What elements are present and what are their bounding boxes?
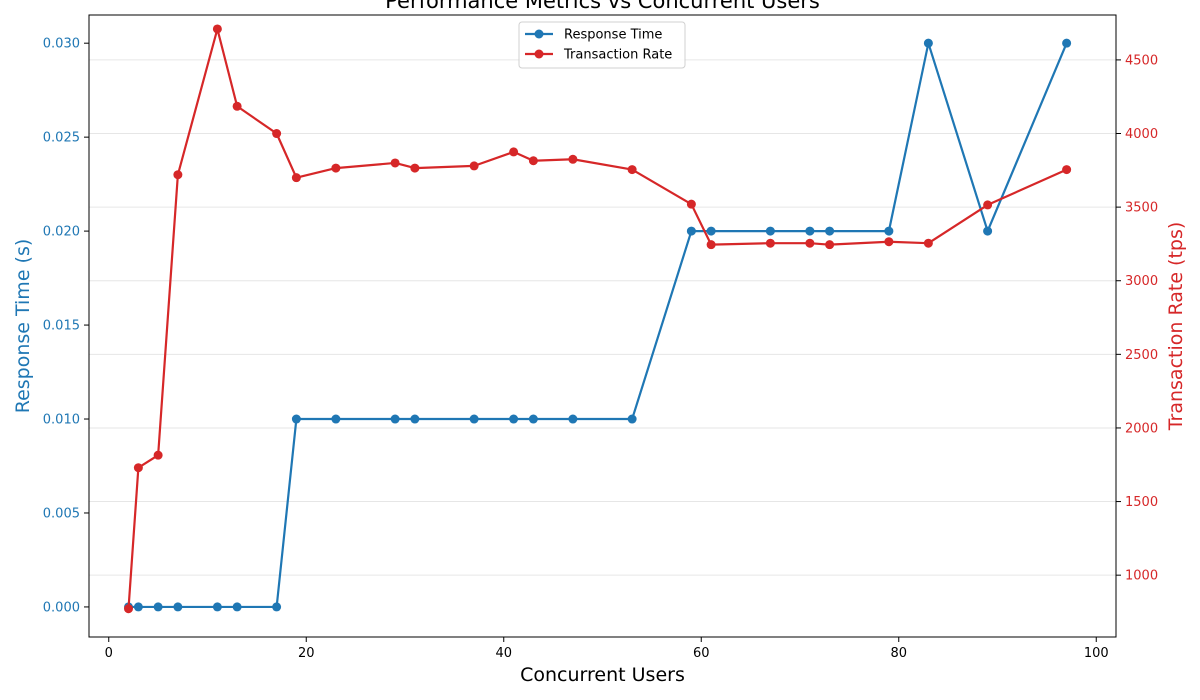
data-point-transaction-rate bbox=[212, 24, 222, 34]
data-point-response-time bbox=[884, 226, 894, 236]
y-left-tick-label: 0.000 bbox=[43, 600, 80, 615]
y-left-axis: 0.000 0.005 0.010 0.015 0.020 0.025 0.030 bbox=[43, 37, 89, 615]
y-left-tick-label: 0.010 bbox=[43, 413, 80, 428]
data-point-response-time bbox=[291, 414, 301, 424]
data-point-response-time bbox=[173, 602, 183, 612]
data-point-response-time bbox=[331, 414, 341, 424]
data-point-response-time bbox=[805, 226, 815, 236]
data-point-transaction-rate bbox=[331, 163, 341, 173]
y-left-tick-label: 0.020 bbox=[43, 225, 80, 240]
data-point-transaction-rate bbox=[706, 240, 716, 250]
y-right-tick-label: 3500 bbox=[1125, 201, 1158, 216]
data-point-transaction-rate bbox=[390, 158, 400, 168]
data-point-response-time bbox=[232, 602, 242, 612]
data-point-response-time bbox=[706, 226, 716, 236]
y-right-tick-label: 3000 bbox=[1125, 274, 1158, 289]
data-point-transaction-rate bbox=[825, 240, 835, 250]
data-point-response-time bbox=[153, 602, 163, 612]
data-point-transaction-rate bbox=[528, 156, 538, 166]
data-point-response-time bbox=[133, 602, 143, 612]
chart-title: Performance Metrics vs Concurrent Users bbox=[385, 0, 820, 13]
legend: Response Time Transaction Rate bbox=[518, 21, 686, 69]
y-right-axis-title: Transaction Rate (tps) bbox=[1165, 222, 1187, 432]
data-point-transaction-rate bbox=[884, 237, 894, 247]
legend-marker bbox=[534, 49, 544, 59]
data-point-transaction-rate bbox=[983, 200, 993, 210]
legend-label: Response Time bbox=[564, 28, 662, 43]
y-right-tick-label: 1000 bbox=[1125, 569, 1158, 584]
y-right-tick-label: 4000 bbox=[1125, 127, 1158, 142]
data-point-transaction-rate bbox=[124, 604, 133, 614]
series-layer bbox=[124, 24, 1072, 614]
data-point-response-time bbox=[469, 414, 479, 424]
data-point-response-time bbox=[983, 226, 993, 236]
data-point-response-time bbox=[627, 414, 637, 424]
data-point-transaction-rate bbox=[627, 165, 637, 175]
y-right-tick-label: 4500 bbox=[1125, 53, 1158, 68]
y-left-tick-label: 0.030 bbox=[43, 37, 80, 52]
data-point-transaction-rate bbox=[153, 450, 163, 460]
data-point-response-time bbox=[568, 414, 578, 424]
x-tick-label: 0 bbox=[105, 646, 113, 661]
data-point-response-time bbox=[923, 38, 933, 48]
data-point-response-time bbox=[528, 414, 538, 424]
data-point-transaction-rate bbox=[568, 154, 578, 164]
data-point-response-time bbox=[390, 414, 400, 424]
y-left-axis-title: Response Time (s) bbox=[12, 239, 34, 414]
y-right-tick-label: 2500 bbox=[1125, 348, 1158, 363]
y-left-tick-label: 0.015 bbox=[43, 319, 80, 334]
series-transaction-rate bbox=[124, 24, 1072, 614]
data-point-transaction-rate bbox=[173, 170, 183, 180]
data-point-transaction-rate bbox=[232, 101, 242, 111]
x-axis: 0 20 40 60 80 100 bbox=[105, 637, 1109, 661]
grid bbox=[89, 59, 1116, 576]
data-point-response-time bbox=[825, 226, 835, 236]
data-point-response-time bbox=[765, 226, 775, 236]
data-point-response-time bbox=[410, 414, 420, 424]
data-point-transaction-rate bbox=[509, 147, 519, 157]
plot-frame bbox=[88, 14, 1117, 638]
x-axis-title: Concurrent Users bbox=[520, 664, 685, 686]
data-point-response-time bbox=[509, 414, 519, 424]
data-point-response-time bbox=[1062, 38, 1072, 48]
x-tick-label: 100 bbox=[1084, 646, 1109, 661]
data-point-transaction-rate bbox=[805, 238, 815, 248]
data-point-transaction-rate bbox=[923, 238, 933, 248]
data-point-response-time bbox=[212, 602, 222, 612]
y-right-tick-label: 2000 bbox=[1125, 421, 1158, 436]
y-right-tick-label: 1500 bbox=[1125, 495, 1158, 510]
data-point-transaction-rate bbox=[133, 463, 143, 473]
data-point-transaction-rate bbox=[1062, 165, 1072, 175]
data-point-response-time bbox=[272, 602, 282, 612]
legend-item-transaction-rate: Transaction Rate bbox=[525, 48, 672, 63]
data-point-transaction-rate bbox=[410, 163, 420, 173]
x-tick-label: 40 bbox=[495, 646, 512, 661]
data-point-response-time bbox=[686, 226, 696, 236]
y-left-tick-label: 0.025 bbox=[43, 131, 80, 146]
data-point-transaction-rate bbox=[469, 161, 479, 171]
legend-marker bbox=[534, 29, 544, 39]
data-point-transaction-rate bbox=[272, 129, 282, 139]
x-tick-label: 20 bbox=[298, 646, 315, 661]
data-point-transaction-rate bbox=[686, 199, 696, 209]
y-right-axis: 1000 1500 2000 2500 3000 3500 4000 4500 bbox=[1116, 53, 1158, 584]
legend-label: Transaction Rate bbox=[563, 48, 672, 63]
data-point-transaction-rate bbox=[291, 173, 301, 183]
x-tick-label: 60 bbox=[693, 646, 710, 661]
x-tick-label: 80 bbox=[890, 646, 907, 661]
y-left-tick-label: 0.005 bbox=[43, 506, 80, 521]
legend-box bbox=[518, 21, 686, 69]
data-point-transaction-rate bbox=[765, 238, 775, 248]
series-response-time bbox=[124, 38, 1072, 612]
legend-item-response-time: Response Time bbox=[525, 28, 662, 43]
series-line-transaction-rate bbox=[127, 27, 1068, 609]
